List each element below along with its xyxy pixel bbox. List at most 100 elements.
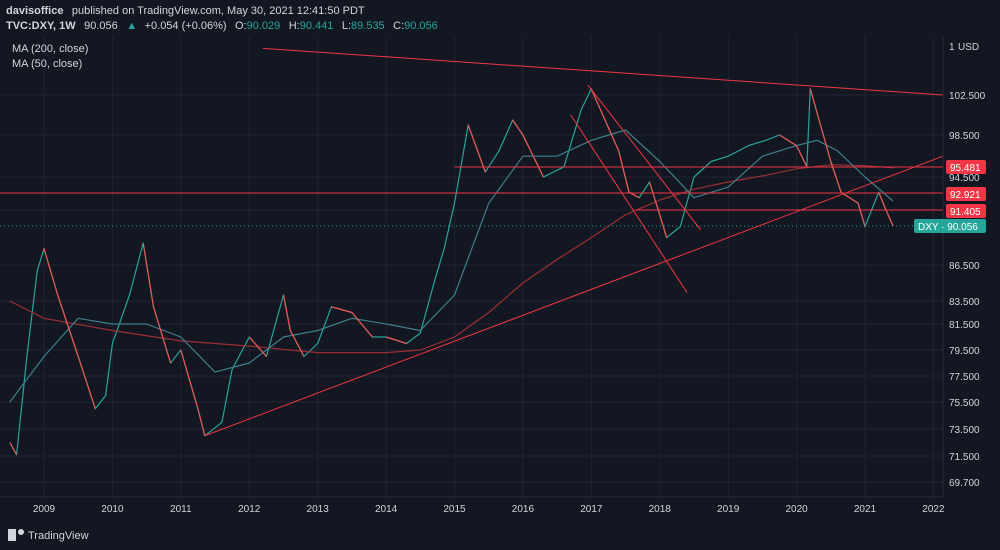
current-price-tag-bg [914, 219, 986, 233]
down-segment [57, 294, 79, 357]
open-value: 90.029 [247, 20, 281, 32]
ma50-legend[interactable]: MA (50, close) [12, 58, 82, 70]
last-price: 90.056 [84, 20, 118, 32]
ma200-legend[interactable]: MA (200, close) [12, 43, 88, 55]
x-tick-label: 2019 [717, 504, 740, 515]
current-price-tag-label: DXY · 90.056 [918, 222, 978, 233]
price-change: +0.054 (+0.06%) [145, 20, 227, 32]
y-tick-label: 77.500 [949, 372, 980, 383]
price-tag-91: 91.405 [946, 204, 986, 218]
x-tick-label: 2009 [33, 504, 56, 515]
down-segment [43, 248, 59, 296]
down-segment [819, 124, 832, 162]
down-segment [512, 119, 524, 136]
down-segment [142, 242, 155, 307]
x-tick-label: 2017 [580, 504, 603, 515]
publish-line: davisoffice published on TradingView.com… [6, 1, 365, 18]
down-segment [659, 214, 668, 238]
down-segment [152, 306, 172, 364]
symbol-line: TVC:DXY, 1W 90.056 ▲ +0.054 (+0.06%) O:9… [6, 16, 438, 33]
channel-upper-trendline[interactable] [587, 84, 702, 231]
y-tick-label: 83.500 [949, 297, 980, 308]
horizontal-levels [0, 166, 943, 227]
publish-info: published on TradingView.com, May 30, 20… [72, 5, 365, 17]
low-label: L: [342, 20, 351, 32]
rising-support-trendline[interactable] [204, 155, 944, 437]
trendlines [204, 47, 944, 437]
falling-resistance-trendline[interactable] [262, 47, 944, 96]
x-tick-label: 2010 [101, 504, 124, 515]
down-segment [779, 134, 797, 147]
down-segment [648, 181, 661, 215]
channel-lower-trendline[interactable] [570, 114, 688, 293]
y-tick-label: 102.500 [949, 91, 986, 102]
price-tag-92-bg [946, 187, 986, 201]
down-segment [331, 306, 353, 314]
current-price-tag: DXY · 90.056 [914, 219, 986, 233]
currency-label: USD [958, 42, 979, 53]
down-segment [77, 356, 96, 409]
down-segment [467, 124, 486, 173]
x-tick-label: 2013 [307, 504, 330, 515]
down-segment [878, 191, 887, 210]
price-tag-92-label: 92.921 [950, 190, 981, 201]
down-segment [618, 150, 630, 193]
down-segment [590, 88, 606, 121]
down-segment [289, 330, 305, 357]
open-label: O: [235, 20, 247, 32]
price-tag-92: 92.921 [946, 187, 986, 201]
x-tick-label: 2015 [443, 504, 466, 515]
y-tick-label: 71.500 [949, 452, 980, 463]
header-background [0, 0, 1000, 32]
x-tick-label: 2011 [170, 504, 192, 515]
grid [0, 36, 943, 497]
down-segment [522, 134, 544, 178]
close-label: C: [393, 20, 404, 32]
y-tick-label: 81.500 [949, 320, 980, 331]
down-segment [884, 208, 894, 227]
y-tick-label: 73.500 [949, 425, 980, 436]
y-tick-label: 75.500 [949, 398, 980, 409]
axis-top-label: 1 [949, 42, 955, 53]
low-value: 89.535 [351, 20, 385, 32]
down-segment [248, 336, 267, 357]
price-tag-91-bg [946, 204, 986, 218]
up-arrow-icon: ▲ [126, 20, 137, 32]
brand-name: TradingView [28, 530, 89, 542]
x-tick-label: 2016 [512, 504, 535, 515]
ma200-line [9, 164, 894, 354]
y-tick-label: 98.500 [949, 131, 980, 142]
down-segment [604, 119, 620, 152]
x-tick-label: 2018 [649, 504, 672, 515]
down-segment [857, 203, 866, 227]
down-segment [197, 408, 206, 436]
down-segment [385, 336, 407, 345]
x-tick-label: 2022 [922, 504, 945, 515]
price-lines [9, 88, 894, 456]
close-value: 90.056 [404, 20, 438, 32]
y-tick-label: 79.500 [949, 346, 980, 357]
tradingview-brand[interactable]: TradingView [8, 529, 89, 542]
y-tick-label: 86.500 [949, 261, 980, 272]
high-label: H: [289, 20, 300, 32]
high-value: 90.441 [300, 20, 334, 32]
price-tag-91-label: 91.405 [950, 207, 981, 218]
x-tick-label: 2012 [238, 504, 261, 515]
x-tick-label: 2014 [375, 504, 398, 515]
time-axis[interactable]: 2009 2010 2011 2012 2013 2014 2015 2016 2017 2018… [33, 504, 945, 515]
ma50-line [9, 129, 894, 403]
y-tick-label: 94.500 [949, 173, 980, 184]
down-segment [796, 145, 808, 168]
author-name[interactable]: davisoffice [6, 5, 63, 17]
down-segment [809, 88, 822, 126]
symbol-name[interactable]: TVC:DXY, 1W [6, 20, 76, 32]
price-tag-95-label: 95.481 [950, 163, 981, 174]
down-segment [9, 442, 18, 455]
down-segment [180, 349, 199, 409]
y-tick-label: 69.700 [949, 478, 980, 489]
tradingview-logo-icon [8, 529, 24, 541]
x-tick-label: 2021 [854, 504, 877, 515]
down-segment [282, 294, 291, 331]
